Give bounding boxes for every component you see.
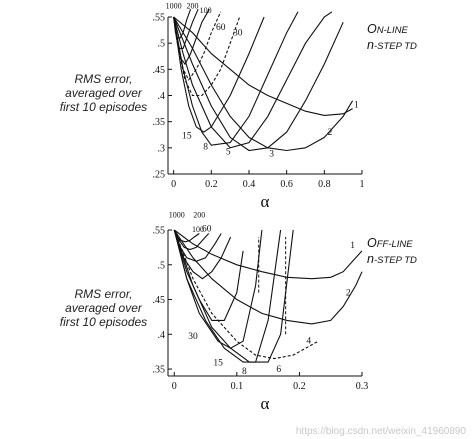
top-series-100-label: 100 <box>200 6 212 15</box>
bottom-y-axis-label: RMS error, averaged over first 10 episod… <box>36 287 171 329</box>
bottom-series-200-line <box>173 229 210 251</box>
top-series-1000-line <box>173 9 192 39</box>
bottom-series-1-label: 1 <box>350 241 355 251</box>
bottom-y-tick-label: .35 <box>153 365 166 376</box>
top-series-15-label: 15 <box>182 131 192 141</box>
bottom-y-label-line-3: first 10 episodes <box>59 315 148 329</box>
bottom-series-200-label: 200 <box>193 210 205 219</box>
bottom-y-tick-label: .45 <box>153 295 166 306</box>
bottom-method-step: -STEP TD <box>373 255 417 266</box>
bottom-series-100-line <box>173 229 222 262</box>
top-series-3-label: 3 <box>269 150 274 160</box>
top-y-tick-label: .35 <box>153 117 166 128</box>
bottom-series-4-line <box>173 229 319 360</box>
top-series-5-label: 5 <box>226 148 231 158</box>
top-method-step: -STEP TD <box>373 41 417 52</box>
top-series-1-label: 1 <box>354 101 359 111</box>
bottom-series-2-line <box>173 229 363 325</box>
bottom-y-label-line-2: averaged over <box>65 301 142 315</box>
top-x-axis-label: α <box>261 192 270 211</box>
bottom-series-4-label: 4 <box>306 336 311 346</box>
top-y-tick-label: .4 <box>158 91 166 102</box>
bottom-series-6-label: 6 <box>276 365 281 375</box>
top-series-1000-label: 1000 <box>166 2 182 11</box>
bottom-method-label: OFF-LINE n-STEP TD <box>367 236 417 268</box>
top-series-100-line <box>173 8 210 66</box>
bottom-method-n: n <box>367 252 374 266</box>
top-series-200-label: 200 <box>186 2 198 11</box>
bottom-x-tick-label: 0 <box>172 381 177 392</box>
bottom-method-initial: O <box>367 236 377 250</box>
top-y-tick-label: .25 <box>153 170 166 181</box>
bottom-x-axis-label: α <box>261 394 270 413</box>
top-panel: .25 .3 .35 .4 .45 .5 .55 0 0.2 0.4 0.6 0.8 1 α 1 2 3 5 8 15… <box>153 2 365 211</box>
top-series-1-line <box>173 16 353 116</box>
top-x-tick-label: 0.6 <box>280 179 293 190</box>
top-x-tick-label: 0 <box>171 179 176 190</box>
top-y-tick-label: .45 <box>153 65 166 76</box>
top-series-3-line <box>173 16 344 152</box>
top-method-n: n <box>367 38 374 52</box>
bottom-series-2-label: 2 <box>346 288 351 298</box>
bottom-series-30-label: 30 <box>188 332 198 342</box>
top-x-tick-label: 0.2 <box>205 179 218 190</box>
top-y-tick-label: .5 <box>158 39 166 50</box>
bottom-series-15-label: 15 <box>213 359 223 369</box>
bottom-series-8-label: 8 <box>242 367 247 377</box>
bottom-y-tick-label: .5 <box>158 260 166 271</box>
bottom-x-tick-label: 0.2 <box>293 381 306 392</box>
top-series-30-label: 30 <box>233 28 243 38</box>
bottom-series-15-line <box>173 229 263 349</box>
bottom-method-rest: FF-LINE <box>376 239 413 250</box>
top-x-tick-label: 0.8 <box>318 179 331 190</box>
bottom-y-tick-label: .55 <box>153 226 166 237</box>
top-method-rest: N-LINE <box>376 25 408 36</box>
top-y-tick-label: .3 <box>158 143 166 154</box>
top-method-label: ON-LINE n-STEP TD <box>367 22 417 54</box>
top-x-tick-label: 1 <box>360 179 365 190</box>
top-series-60-label: 60 <box>216 23 226 33</box>
top-series-8-label: 8 <box>203 142 208 152</box>
top-x-tick-label: 0.4 <box>243 179 256 190</box>
bottom-series-60-label: 60 <box>202 224 212 234</box>
bottom-series-1000-label: 1000 <box>169 210 185 219</box>
bottom-series-1000-line <box>173 229 200 243</box>
top-series-2-label: 2 <box>328 128 333 138</box>
top-y-label-line-3: first 10 episodes <box>59 100 148 114</box>
bottom-series-100-label: 100 <box>192 225 204 234</box>
bottom-series-60-line <box>173 229 232 280</box>
top-y-label-line-1: RMS error, <box>74 72 133 86</box>
top-series-15-line <box>173 16 265 133</box>
bottom-series-30-line <box>173 229 244 321</box>
bottom-series-8-line <box>173 229 282 363</box>
bottom-x-tick-label: 0.3 <box>356 381 369 392</box>
bottom-y-label-line-1: RMS error, <box>74 287 133 301</box>
top-y-tick-label: .55 <box>153 13 166 24</box>
top-series-8-line <box>173 11 299 146</box>
bottom-series-1-line <box>173 229 363 280</box>
top-y-axis-label: RMS error, averaged over first 10 episod… <box>36 72 171 114</box>
bottom-x-tick-label: 0.1 <box>231 381 244 392</box>
top-method-initial: O <box>367 22 377 36</box>
top-series-5-line <box>173 11 333 149</box>
top-y-label-line-2: averaged over <box>65 86 142 100</box>
bottom-y-tick-label: .4 <box>158 330 166 341</box>
bottom-series-6-line <box>173 229 294 363</box>
top-series-200-line <box>173 8 199 49</box>
watermark: https://blog.csdn.net/weixin_41960890 <box>295 426 466 437</box>
